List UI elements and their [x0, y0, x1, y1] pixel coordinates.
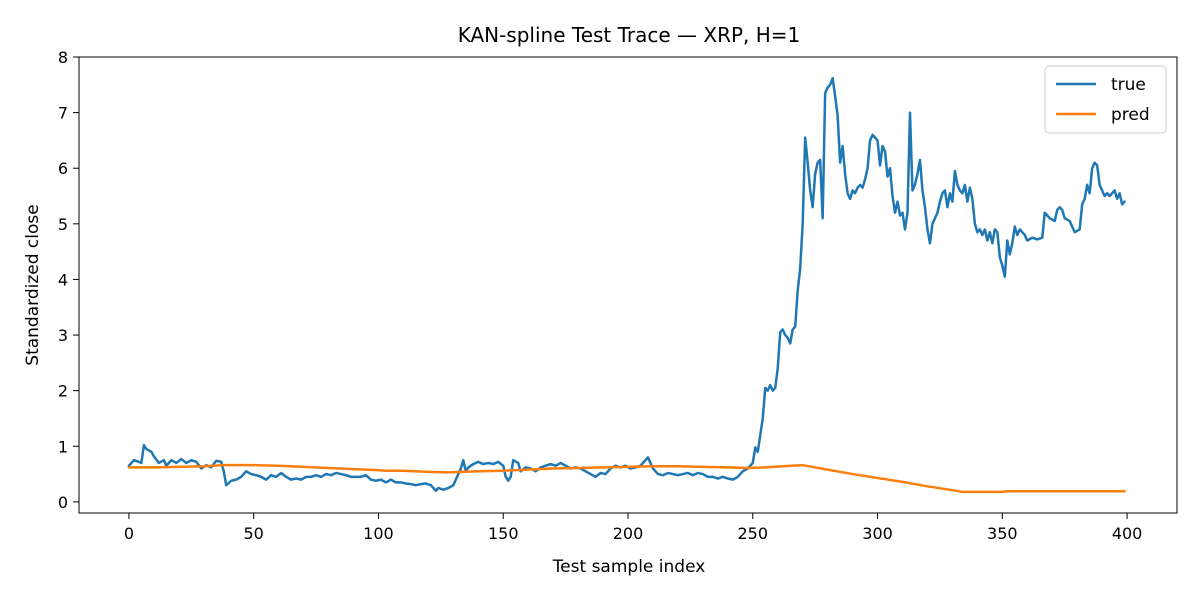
- x-tick-label: 100: [363, 524, 394, 543]
- plot-frame: [78, 56, 1178, 514]
- x-tick-label: 150: [488, 524, 519, 543]
- y-tick-label: 7: [58, 104, 68, 123]
- y-tick-label: 2: [58, 382, 68, 401]
- legend-label-true: true: [1111, 75, 1146, 95]
- y-tick-label: 5: [58, 215, 68, 234]
- y-tick-label: 3: [58, 326, 68, 345]
- x-tick-label: 350: [987, 524, 1018, 543]
- x-axis-label: Test sample index: [552, 557, 706, 577]
- y-axis: 0 1 2 3 4 5 6 7 8: [58, 48, 79, 512]
- y-tick-label: 4: [58, 270, 68, 289]
- chart-title: KAN-spline Test Trace — XRP, H=1: [458, 23, 801, 47]
- x-tick-label: 200: [613, 524, 644, 543]
- legend: true pred: [1044, 65, 1167, 134]
- x-axis: 0 50 100 150 200 250 300 350 400: [124, 513, 1143, 543]
- x-tick-label: 400: [1112, 524, 1143, 543]
- x-tick-label: 250: [737, 524, 768, 543]
- series-group: [127, 76, 1126, 494]
- y-axis-label: Standardized close: [23, 204, 43, 365]
- y-tick-label: 0: [58, 493, 68, 512]
- x-tick-label: 50: [244, 524, 264, 543]
- series-line-true: [127, 76, 1126, 493]
- x-tick-label: 0: [124, 524, 134, 543]
- series-line-pred: [127, 463, 1126, 494]
- legend-label-pred: pred: [1111, 105, 1150, 125]
- x-tick-label: 300: [862, 524, 893, 543]
- y-tick-label: 8: [58, 48, 68, 67]
- plot-area: 0 1 2 3 4 5 6 7 8 0 50 100 150 200 250 300 350 400: [58, 48, 1178, 543]
- y-tick-label: 1: [58, 437, 68, 456]
- y-tick-label: 6: [58, 159, 68, 178]
